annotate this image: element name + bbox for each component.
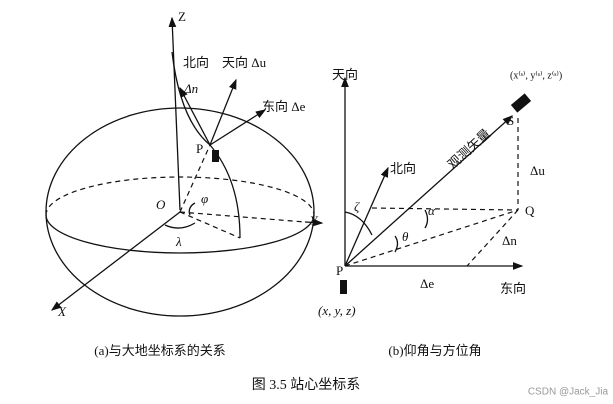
label: S: [507, 113, 514, 128]
label: Δn: [183, 81, 198, 96]
equator-front: [45, 214, 315, 254]
figure-caption: 图 3.5 站心坐标系: [252, 377, 361, 393]
north-axis: [344, 166, 389, 267]
label: P: [336, 263, 343, 278]
label: (x⁽ˢ⁾, y⁽ˢ⁾, z⁽ˢ⁾): [510, 70, 562, 81]
meridian-foot: [179, 211, 241, 239]
label: 东向 Δe: [262, 99, 306, 114]
figure-a: Z 北向 天向 Δu Δn 东向 Δe P O φ Y λ X (a)与大地坐标…: [45, 9, 324, 358]
label: 北向: [183, 55, 209, 70]
label: λ: [175, 234, 182, 249]
label: Q: [525, 203, 535, 218]
label: (x, y, z): [318, 303, 356, 318]
label: ζ: [354, 199, 360, 214]
label: Δe: [420, 276, 434, 291]
observation-vector: [344, 115, 513, 267]
pq-line: [344, 209, 519, 267]
theta-arc: [394, 235, 399, 253]
label: α: [428, 203, 436, 218]
label: φ: [201, 191, 208, 206]
caption: (a)与大地坐标系的关系: [94, 343, 225, 358]
label: 东向: [500, 281, 526, 296]
north-line: [371, 207, 519, 211]
east-arrow: [209, 109, 267, 146]
label: O: [156, 197, 166, 212]
dn-line: [466, 209, 519, 267]
label: Z: [178, 9, 186, 24]
phi-arc: [188, 202, 196, 216]
y-axis-inner: [179, 211, 306, 223]
label: Y: [310, 213, 319, 228]
north-arrow: [179, 86, 211, 146]
meridian-upper: [171, 51, 211, 146]
up-arrow: [209, 78, 237, 146]
caption: (b)仰角与方位角: [388, 343, 481, 358]
station-icon: [340, 280, 347, 294]
label: θ: [402, 229, 409, 244]
alpha-arc: [424, 209, 429, 229]
y-axis: [304, 218, 324, 227]
lambda-arc: [164, 222, 196, 229]
satellite-icon: [510, 93, 532, 113]
label: 天向 Δu: [222, 55, 267, 70]
label: P: [196, 141, 203, 156]
x-axis: [50, 211, 181, 311]
op-line: [179, 144, 211, 213]
equator-back: [45, 176, 315, 216]
figure-b: 天向 (x⁽ˢ⁾, y⁽ˢ⁾, z⁽ˢ⁾) S 观测矢量 北向 Δu ζ α θ…: [318, 67, 562, 358]
label: 北向: [390, 161, 416, 176]
watermark: CSDN @Jack_Jia: [528, 387, 609, 398]
station-icon: [212, 150, 219, 162]
label: 观测矢量: [445, 126, 494, 172]
label: X: [57, 304, 67, 319]
label: Δn: [502, 233, 517, 248]
zeta-arc: [344, 211, 373, 236]
z-axis: [168, 16, 181, 211]
label: 天向: [332, 67, 358, 82]
label: Δu: [530, 163, 545, 178]
